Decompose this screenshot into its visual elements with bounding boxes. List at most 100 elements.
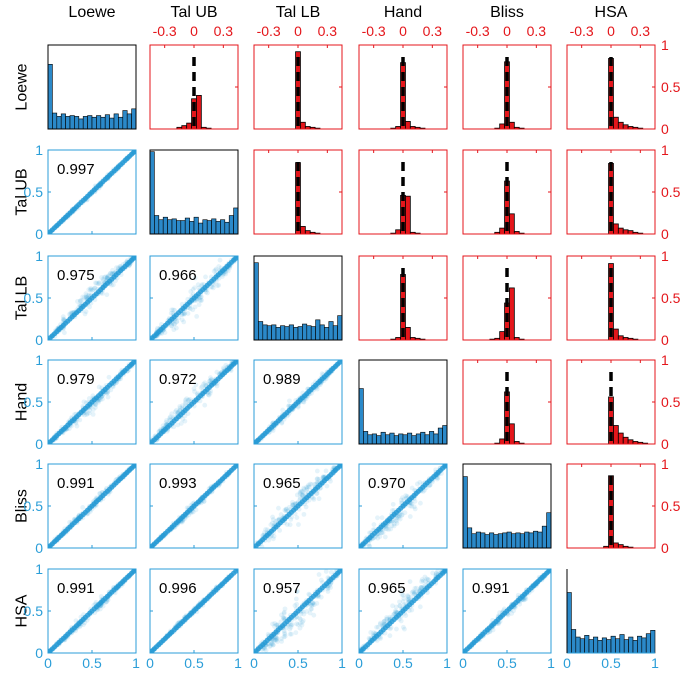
scatter-point	[298, 397, 304, 403]
histogram-bar	[622, 436, 629, 445]
scatter-point	[73, 416, 79, 422]
scatter-point	[56, 326, 61, 332]
scatter-point	[274, 622, 280, 628]
scatter-point	[310, 384, 316, 390]
scatter-point	[86, 287, 92, 293]
scatter-point	[183, 513, 189, 519]
scatter-point	[216, 282, 222, 288]
scatter-point	[333, 569, 339, 574]
scatter-point	[384, 517, 390, 523]
scatter-point	[325, 589, 331, 594]
scatter-point	[202, 287, 208, 293]
scatter-point	[203, 274, 208, 280]
scatter-point	[169, 525, 175, 531]
scatter-point	[155, 537, 161, 543]
scatter-point	[84, 617, 90, 623]
scatter-point	[171, 312, 177, 318]
scatter-point	[191, 386, 197, 392]
scatter-point	[81, 295, 87, 300]
scatter-point	[120, 371, 126, 376]
scatter-point	[99, 181, 105, 186]
scatter-point	[179, 317, 185, 323]
scatter-point	[52, 436, 57, 441]
scatter-point	[328, 368, 334, 374]
scatter-point	[314, 491, 319, 497]
scatter-point	[479, 634, 485, 639]
scatter-point	[359, 649, 363, 653]
scatter-point	[169, 320, 175, 326]
scatter-point	[208, 383, 214, 389]
scatter-point	[100, 276, 106, 282]
scatter-point	[107, 172, 112, 178]
scatter-point	[329, 366, 335, 372]
scatter-point	[71, 418, 77, 424]
scatter-point	[505, 607, 511, 612]
scatter-point	[220, 267, 226, 273]
scatter-point	[375, 632, 380, 638]
scatter-point	[359, 544, 364, 548]
scatter-point	[274, 420, 280, 426]
scatter-point	[280, 624, 285, 630]
scatter-point	[73, 206, 79, 212]
scatter-point	[394, 513, 400, 519]
scatter-point	[124, 156, 130, 162]
scatter-point	[270, 420, 276, 425]
scatter-point	[313, 384, 319, 389]
scatter-point	[332, 467, 338, 473]
scatter-point	[360, 646, 366, 652]
y-tick-label-left: 0.5	[24, 184, 44, 200]
scatter-point	[270, 420, 276, 426]
scatter-point	[105, 596, 111, 601]
scatter-point	[301, 397, 307, 403]
scatter-point	[280, 623, 286, 629]
scatter-point	[65, 419, 71, 425]
scatter-point	[302, 496, 307, 501]
scatter-point	[293, 400, 299, 406]
scatter-point	[192, 399, 197, 405]
scatter-point	[120, 262, 126, 267]
scatter-point	[66, 632, 72, 638]
scatter-point	[98, 602, 103, 608]
scatter-point	[217, 479, 223, 485]
scatter-point	[193, 507, 199, 513]
scatter-point	[260, 639, 266, 645]
scatter-point	[328, 575, 334, 581]
scatter-point	[396, 614, 402, 620]
scatter-point	[127, 466, 133, 472]
y-tick-label-left: 1	[35, 456, 43, 472]
scatter-point	[192, 275, 198, 281]
scatter-point	[299, 394, 305, 399]
scatter-point	[443, 569, 447, 572]
y-tick-label-right: 0.5	[661, 498, 681, 514]
scatter-point	[225, 366, 230, 372]
scatter-point	[61, 529, 67, 535]
scatter-point	[187, 611, 193, 617]
scatter-point	[113, 584, 119, 590]
scatter-point	[74, 309, 80, 315]
scatter-point	[397, 610, 402, 616]
scatter-point	[97, 182, 103, 188]
scatter-point	[207, 486, 213, 491]
scatter-point	[261, 433, 267, 439]
scatter-point	[359, 542, 365, 548]
scatter-point	[97, 491, 103, 497]
scatter-point	[396, 507, 402, 513]
scatter-panel-5-2: 0.957	[253, 568, 343, 654]
scatter-point	[83, 400, 89, 406]
scatter-point	[367, 535, 372, 541]
scatter-point	[389, 615, 395, 621]
scatter-point	[192, 295, 198, 301]
scatter-point	[198, 496, 204, 502]
scatter-point	[62, 216, 68, 221]
scatter-point	[54, 224, 59, 229]
scatter-point	[416, 593, 422, 599]
scatter-point	[210, 483, 216, 489]
scatter-point	[130, 256, 135, 262]
scatter-point	[48, 335, 52, 340]
scatter-point	[213, 586, 219, 592]
scatter-point	[101, 491, 106, 497]
scatter-point	[131, 150, 136, 155]
scatter-point	[271, 530, 276, 535]
scatter-point	[328, 369, 334, 374]
scatter-point	[507, 605, 513, 610]
